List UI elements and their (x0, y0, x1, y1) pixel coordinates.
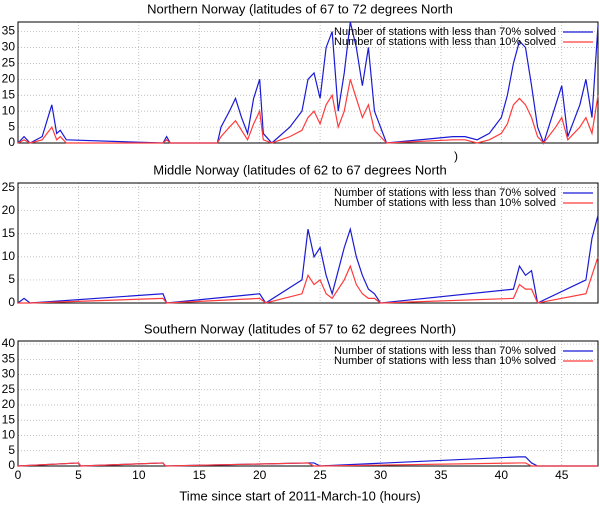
y-tick-label: 15 (2, 412, 16, 426)
x-tick-label: 45 (555, 468, 569, 482)
series-line (17, 21, 599, 145)
y-tick-label: 40 (2, 336, 16, 350)
y-tick-label: 5 (8, 443, 15, 457)
y-tick-label: 10 (2, 249, 16, 263)
y-tick-label: 30 (2, 367, 16, 381)
legend-label: Number of stations with less than 70% so… (334, 26, 556, 38)
legend-label: Number of stations with less than 70% so… (334, 345, 556, 357)
y-tick-label: 35 (2, 351, 16, 365)
y-tick-label: 0 (8, 135, 15, 149)
plot-frame (17, 21, 599, 144)
series-line (18, 256, 599, 304)
y-tick-label: 10 (2, 428, 16, 442)
annotation: ) (454, 149, 458, 163)
y-tick-label: 20 (2, 71, 16, 85)
x-tick-label: 0 (15, 468, 22, 482)
y-tick-label: 5 (8, 272, 15, 286)
y-tick-label: 15 (2, 87, 16, 101)
y-tick-label: 15 (2, 226, 16, 240)
x-tick-label: 25 (313, 468, 327, 482)
y-tick-label: 25 (2, 56, 16, 70)
series-line (17, 462, 598, 467)
x-axis-label: Time since start of 2011-March-10 (hours… (179, 488, 420, 503)
legend-label: Number of stations with less than 10% so… (334, 197, 556, 209)
x-tick-label: 30 (374, 468, 388, 482)
x-tick-label: 5 (75, 468, 82, 482)
y-tick-label: 25 (2, 180, 16, 194)
y-tick-label: 0 (8, 295, 15, 309)
legend-label: Number of stations with less than 70% so… (334, 187, 556, 199)
plot-frame (17, 182, 599, 304)
x-tick-label: 35 (434, 468, 448, 482)
y-tick-label: 10 (2, 103, 16, 117)
y-tick-label: 5 (8, 119, 15, 133)
y-tick-label: 35 (2, 24, 16, 38)
y-tick-label: 0 (8, 458, 15, 472)
y-tick-label: 25 (2, 382, 16, 396)
x-tick-label: 40 (495, 468, 509, 482)
y-tick-label: 30 (2, 40, 16, 54)
chart-title: Middle Norway (latitudes of 62 to 67 deg… (153, 162, 446, 177)
chart-title: Southern Norway (latitudes of 57 to 62 d… (144, 321, 456, 336)
x-tick-label: 15 (193, 468, 207, 482)
y-tick-label: 20 (2, 397, 16, 411)
series-line (17, 215, 599, 304)
plot-frame (17, 340, 599, 467)
x-tick-label: 20 (253, 468, 267, 482)
chart-title: Northern Norway (latitudes of 67 to 72 d… (147, 1, 453, 16)
legend-label: Number of stations with less than 10% so… (334, 355, 556, 367)
series-line (17, 79, 599, 144)
y-tick-label: 20 (2, 203, 16, 217)
x-tick-label: 10 (132, 468, 146, 482)
legend-label: Number of stations with less than 10% so… (334, 36, 556, 48)
